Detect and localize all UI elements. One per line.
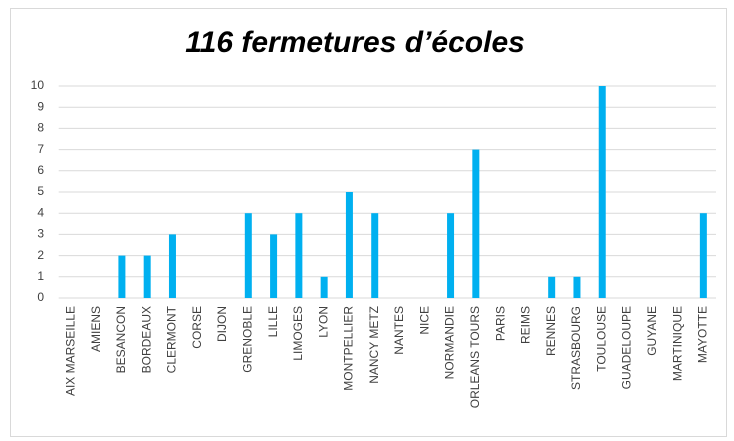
x-tick-label: DIJON bbox=[215, 306, 229, 342]
x-tick-label: MAYOTTE bbox=[696, 306, 710, 363]
x-tick-label: STRASBOURG bbox=[569, 306, 583, 390]
y-tick-label: 10 bbox=[31, 78, 45, 92]
x-tick-label: CLERMONT bbox=[165, 305, 179, 373]
y-tick-label: 9 bbox=[37, 99, 44, 113]
chart-frame bbox=[10, 8, 727, 437]
x-tick-label: LILLE bbox=[266, 306, 280, 337]
bar bbox=[598, 86, 606, 298]
x-tick-label: LYON bbox=[316, 306, 330, 338]
y-tick-label: 5 bbox=[37, 184, 44, 198]
bar bbox=[371, 213, 379, 298]
bar bbox=[472, 149, 480, 298]
bar bbox=[548, 276, 556, 298]
x-tick-label: GUADELOUPE bbox=[620, 306, 634, 389]
x-tick-label: MONTPELLIER bbox=[342, 306, 356, 391]
x-tick-label: NANTES bbox=[392, 306, 406, 355]
x-tick-label: NICE bbox=[417, 306, 431, 335]
bar bbox=[447, 213, 455, 298]
x-tick-label: ORLEANS TOURS bbox=[468, 306, 482, 408]
y-tick-label: 2 bbox=[37, 248, 44, 262]
x-tick-label: NANCY METZ bbox=[367, 306, 381, 384]
bar bbox=[573, 276, 581, 298]
bar bbox=[270, 234, 278, 298]
x-tick-label: AIX MARSEILLE bbox=[64, 306, 78, 396]
x-tick-label: LIMOGES bbox=[291, 306, 305, 361]
bar bbox=[345, 192, 353, 298]
y-tick-label: 4 bbox=[37, 205, 44, 219]
bar bbox=[295, 213, 303, 298]
bar bbox=[143, 255, 151, 298]
y-tick-label: 8 bbox=[37, 121, 44, 135]
x-tick-label: RENNES bbox=[544, 306, 558, 356]
bar bbox=[320, 276, 328, 298]
bar bbox=[699, 213, 707, 298]
y-tick-label: 6 bbox=[37, 163, 44, 177]
y-tick-label: 1 bbox=[37, 269, 44, 283]
x-tick-label: AMIENS bbox=[89, 306, 103, 352]
bar bbox=[244, 213, 252, 298]
x-tick-label: GRENOBLE bbox=[240, 306, 254, 373]
x-tick-label: NORMANDIE bbox=[443, 306, 457, 379]
x-tick-label: BORDEAUX bbox=[139, 306, 153, 373]
x-tick-label: REIMS bbox=[519, 306, 533, 344]
chart-title: 116 fermetures d’écoles bbox=[185, 26, 525, 59]
bar bbox=[168, 234, 176, 298]
y-tick-label: 3 bbox=[37, 227, 44, 241]
x-tick-label: MARTINIQUE bbox=[670, 306, 684, 381]
x-tick-label: TOULOUSE bbox=[594, 306, 608, 372]
x-tick-label: BESANCON bbox=[114, 306, 128, 373]
bar bbox=[118, 255, 126, 298]
x-tick-label: CORSE bbox=[190, 306, 204, 349]
x-tick-label: PARIS bbox=[493, 306, 507, 341]
y-tick-label: 0 bbox=[37, 290, 44, 304]
y-tick-label: 7 bbox=[37, 142, 44, 156]
x-tick-label: GUYANE bbox=[645, 306, 659, 356]
